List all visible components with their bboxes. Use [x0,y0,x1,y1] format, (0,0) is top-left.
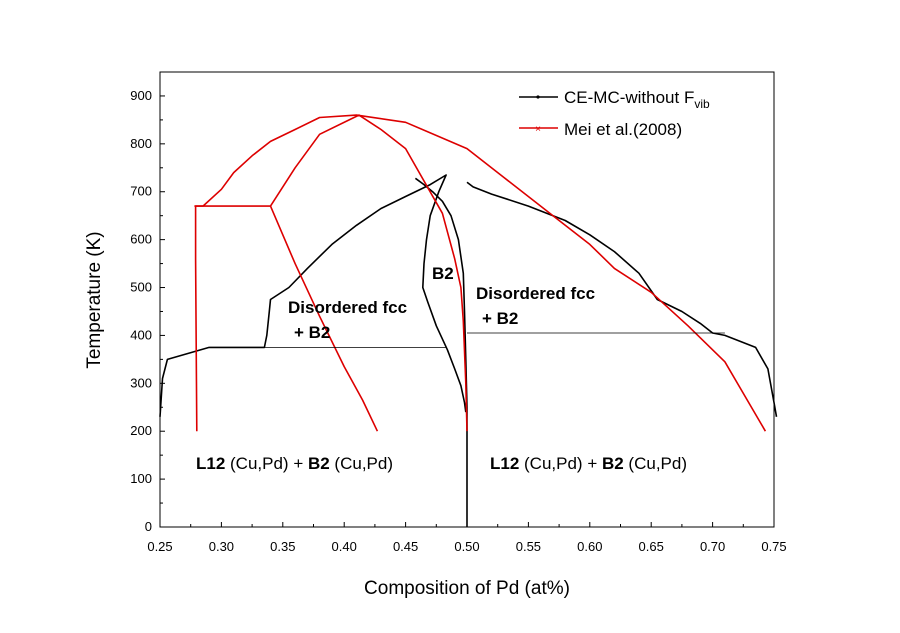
x-tick-label: 0.60 [577,539,602,554]
x-axis-title: Composition of Pd (at%) [364,578,570,599]
region-label-right-l12: L12 (Cu,Pd) + B2 (Cu,Pd) [490,454,687,473]
legend-marker-black [536,95,540,99]
y-tick-label: 800 [130,136,152,151]
y-tick-label: 0 [145,519,152,534]
region-label-b2: B2 [432,264,454,283]
red-series-segment-2 [269,205,379,432]
plot-lines [159,114,778,527]
x-axis: 0.25 0.30 0.35 0.40 0.45 0.50 0.55 0.60 0.65 0.70… [147,522,787,554]
black-series-segment-0 [159,174,467,417]
y-tick-label: 500 [130,280,152,295]
red-series-segment-0 [194,114,468,432]
region-label-left-l12: L12 (Cu,Pd) + B2 (Cu,Pd) [196,454,393,473]
y-tick-label: 100 [130,471,152,486]
x-tick-label: 0.70 [700,539,725,554]
y-axis-title: Temperature (K) [84,231,105,368]
black-series-segment-2 [466,181,778,417]
legend-label-black: CE-MC-without Fvib [564,88,710,111]
y-tick-label: 200 [130,423,152,438]
black-series-segment-1 [414,177,468,527]
legend-label-red: Mei et al.(2008) [564,120,682,139]
region-label-right-disordered: Disordered fcc [476,284,595,303]
x-tick-label: 0.50 [454,539,479,554]
x-tick-label: 0.30 [209,539,234,554]
x-tick-label: 0.25 [147,539,172,554]
y-tick-label: 300 [130,375,152,390]
x-tick-label: 0.45 [393,539,418,554]
x-tick-label: 0.35 [270,539,295,554]
region-label-left-disordered: Disordered fcc [288,298,407,317]
y-tick-label: 600 [130,232,152,247]
y-tick-label: 700 [130,184,152,199]
x-tick-label: 0.75 [761,539,786,554]
y-tick-label: 400 [130,327,152,342]
x-tick-label: 0.55 [516,539,541,554]
red-series-segment-1 [194,114,767,432]
x-tick-label: 0.40 [332,539,357,554]
legend: CE-MC-without Fvib × Mei et al.(2008) [519,88,710,139]
y-axis: 0 100 200 300 400 500 600 700 800 900 [130,88,165,534]
x-tick-label: 0.65 [639,539,664,554]
legend-marker-red: × [535,124,541,135]
y-tick-label: 900 [130,88,152,103]
region-label-right-b2: + B2 [482,309,518,328]
region-label-left-b2: + B2 [294,323,330,342]
